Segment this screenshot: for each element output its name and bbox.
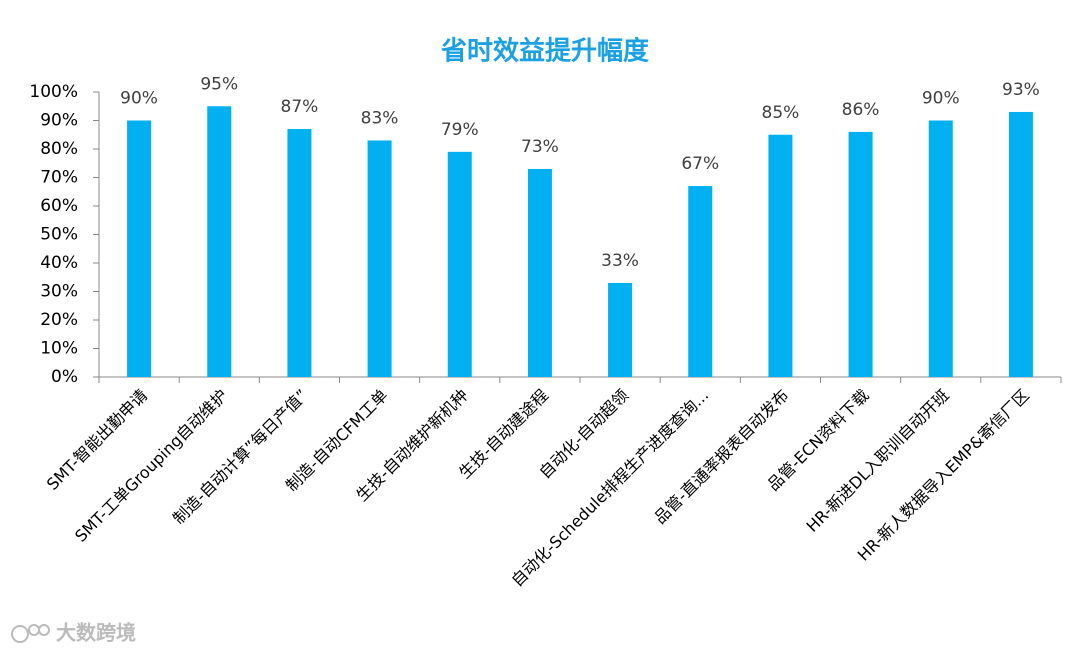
bar <box>1008 111 1033 377</box>
bar <box>848 131 873 377</box>
bar <box>287 129 312 377</box>
value-label: 73% <box>521 137 559 157</box>
value-label: 90% <box>922 89 960 109</box>
bar <box>608 282 633 377</box>
value-label: 67% <box>681 154 719 174</box>
value-label: 90% <box>120 89 158 109</box>
bar <box>928 120 953 377</box>
value-label: 79% <box>441 120 479 140</box>
x-tick-label: HR-新人数据导入EMP&寄信厂区 <box>854 386 1033 565</box>
y-tick-label: 30% <box>40 282 78 302</box>
y-tick-label: 80% <box>40 139 78 159</box>
value-label: 95% <box>200 74 238 94</box>
x-tick-label: 制造-自动计算”每日产值” <box>169 386 311 528</box>
watermark-logo <box>11 624 50 643</box>
y-tick-label: 0% <box>51 367 78 387</box>
y-tick-label: 50% <box>40 225 78 245</box>
bar <box>768 134 793 377</box>
y-tick-label: 90% <box>40 111 78 131</box>
y-tick-label: 40% <box>40 253 78 273</box>
y-tick-label: 70% <box>40 168 78 188</box>
x-tick-label: 品管-直通率报表自动发布 <box>650 386 792 528</box>
value-label: 86% <box>842 100 880 120</box>
bar <box>207 106 232 377</box>
y-tick-label: 100% <box>29 82 78 102</box>
value-label: 93% <box>1002 80 1040 100</box>
value-label: 33% <box>601 251 639 271</box>
x-tick-label: HR-新进DL入职训自动开班 <box>802 386 952 536</box>
chart-title: 省时效益提升幅度 <box>440 36 649 67</box>
value-label: 85% <box>762 103 800 123</box>
value-label: 87% <box>281 97 319 117</box>
bar <box>367 140 392 377</box>
y-tick-label: 10% <box>40 339 78 359</box>
bar <box>688 186 713 377</box>
value-label: 83% <box>361 108 399 128</box>
x-tick-label: SMT-工单Grouping自动维护 <box>71 386 231 546</box>
y-tick-label: 60% <box>40 196 78 216</box>
bar <box>527 168 552 377</box>
bar <box>127 120 152 377</box>
y-tick-label: 20% <box>40 310 78 330</box>
bar <box>447 151 472 377</box>
watermark: 大数跨境 <box>56 621 136 645</box>
